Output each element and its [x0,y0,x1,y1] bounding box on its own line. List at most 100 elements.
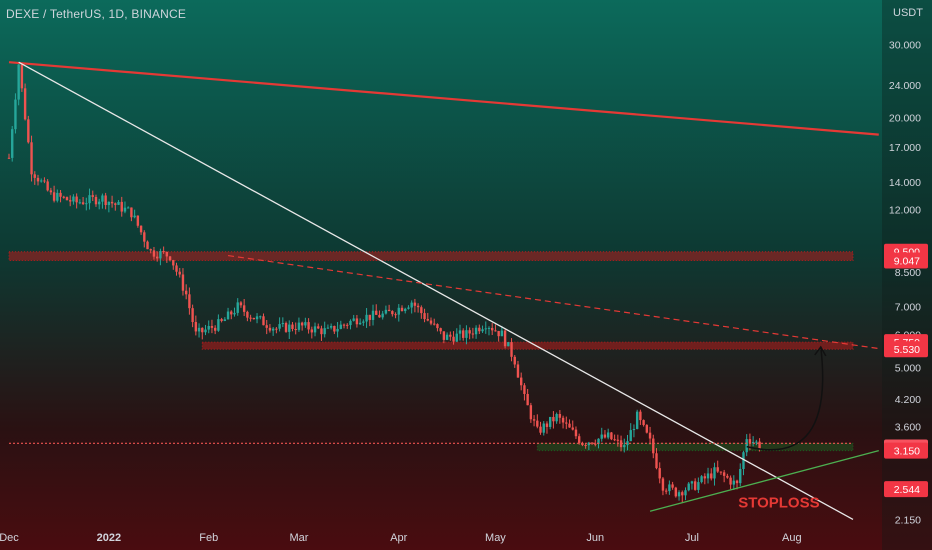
candle-body [516,364,520,378]
candle-body [613,439,616,441]
candle-body [336,328,339,332]
candle-body [278,324,281,329]
candle-body [40,180,43,182]
candle-body [726,475,729,478]
candle-body [497,330,500,337]
candle-body [123,207,127,212]
candle-body [62,196,65,198]
candle-body [722,472,726,476]
candle-body [81,202,85,205]
time-axis[interactable]: Dec 2022 Feb Mar Apr May Jun Jul Aug [0,532,802,544]
candle-body [242,305,246,312]
candle-body [652,438,655,454]
price-label-text: 9.047 [894,256,920,268]
candle-body [220,319,223,321]
candle-body [36,177,40,182]
candle-body [59,192,62,197]
candle-body [139,225,143,233]
candle-body [513,356,516,365]
candle-body [629,430,632,442]
candle-body [594,443,597,445]
candle-body [23,88,27,120]
candle-body [687,483,690,491]
price-label-box [884,341,928,358]
time-tick-label: Aug [782,532,802,544]
candle-body [739,469,742,484]
candle-body [323,328,326,335]
candle-body [745,439,748,453]
candle-body [500,330,504,337]
candle-body [239,302,243,306]
candle-body [710,473,713,479]
candle-body [281,323,285,325]
candle-body [655,453,658,469]
candle-body [487,327,491,329]
candle-body [693,481,697,490]
candle-body [94,196,98,205]
candle-body [368,314,371,320]
candle-body [317,326,320,329]
candle-body [207,326,210,330]
candle-body [536,420,539,427]
candle-body [719,471,723,473]
candle-body [355,318,359,325]
candle-body [532,419,536,421]
candle-body [529,405,533,420]
price-tick-label: 2.150 [895,514,921,526]
candle-body [300,322,304,326]
candle-body [519,377,523,386]
candle-body [259,316,262,318]
candle-body [452,336,455,342]
candle-body [465,330,468,338]
candle-body [420,307,423,314]
candle-body [751,441,755,444]
candle-body [175,265,178,272]
candle-body [110,201,114,204]
candle-body [407,307,410,309]
candle-body [310,329,314,333]
candle-body [436,324,439,329]
candle-body [568,423,571,428]
candle-body [384,309,388,314]
candle-body [574,429,578,437]
candle-body [188,294,191,309]
candle-body [404,308,407,312]
candle-body [429,320,433,324]
price-axis[interactable]: 30.000 24.000 20.000 17.000 14.000 12.000 8.50… [882,0,932,550]
candle-body [184,290,188,295]
candle-body [346,324,349,326]
candle-body [136,215,140,226]
candle-body [458,330,462,334]
candle-body [85,203,88,205]
candle-body [262,316,265,326]
candle-body [172,260,175,266]
candle-body [632,428,636,431]
price-tick-label: 3.600 [895,422,921,434]
candle-body [304,322,307,326]
projection-arrowhead [814,345,827,357]
price-tick-label: 8.500 [895,267,921,279]
price-tick-label: 24.000 [889,80,921,92]
candle-body [552,416,555,422]
candle-body [268,327,272,331]
candle-body [677,492,681,497]
price-label-text: 3.150 [894,446,920,458]
candle-body [378,314,381,318]
candle-body [671,484,674,488]
candle-body [548,416,552,427]
candle-body [539,426,542,433]
candle-body [661,478,665,491]
candle-body [635,411,639,429]
price-tick-label: 7.000 [895,302,921,314]
candle-body [610,432,613,440]
candle-body [252,317,256,320]
candle-body [700,476,703,483]
candle-body [288,324,291,332]
candle-body [178,271,181,275]
candle-body [233,312,236,315]
candle-body [75,196,78,203]
candle-body [88,195,91,204]
candle-body [246,311,249,318]
